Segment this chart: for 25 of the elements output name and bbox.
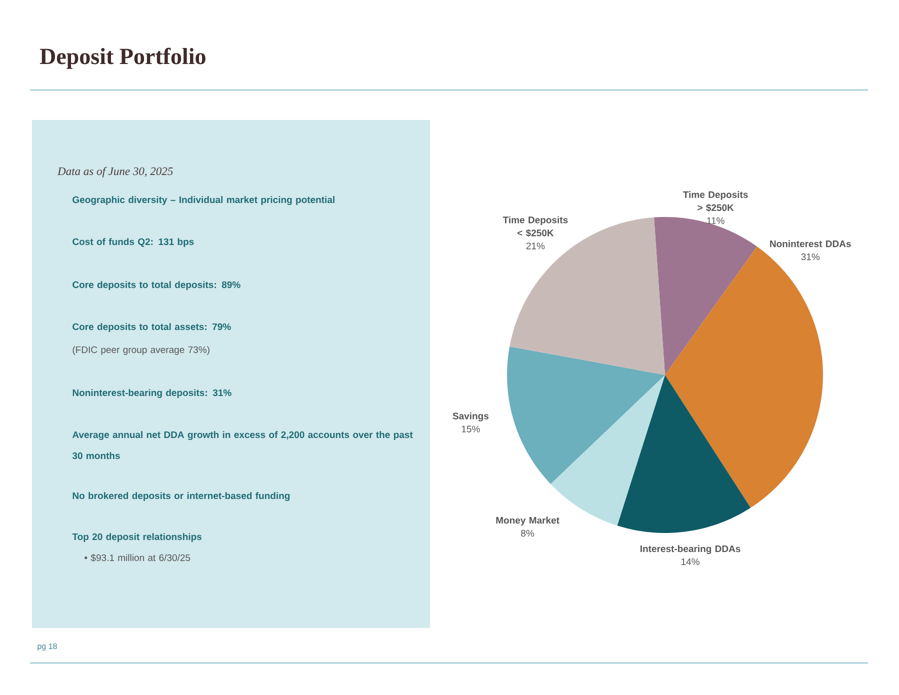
- slice-label: Interest-bearing DDAs: [640, 545, 740, 554]
- text: Core deposits to total assets: 79%: [72, 323, 231, 332]
- slice-label: Noninterest DDAs: [770, 240, 851, 248]
- data-label: 31%: [801, 253, 820, 260]
- text: Average annual net DDA growth in excess of 2,200 accounts over the past 30 months: [72, 431, 413, 460]
- text: • $93.1 million at 6/30/25: [84, 554, 190, 562]
- data-label: 8%: [521, 530, 534, 537]
- text: Geographic diversity – Individual market pricing potential: [72, 196, 334, 205]
- text: (FDIC peer group average 73%): [72, 346, 210, 355]
- data-label: 11%: [707, 217, 724, 224]
- slice-label: Time Deposits < $250K: [502, 216, 568, 237]
- text: Core deposits to total deposits: 89%: [72, 281, 240, 290]
- text: pg 18: [38, 643, 57, 651]
- data-label: 14%: [681, 558, 700, 566]
- text: Cost of funds Q2: 131 bps: [72, 238, 194, 247]
- text: Data as of June 30, 2025: [57, 166, 173, 178]
- data-label: 21%: [526, 242, 545, 250]
- slice-label: Savings: [452, 412, 488, 422]
- slice-label: Time Deposits > $250K: [683, 191, 748, 212]
- text: Noninterest-bearing deposits: 31%: [72, 389, 232, 398]
- text: Deposit Portfolio: [40, 48, 206, 69]
- slice-label: Money Market: [496, 516, 560, 526]
- text: No brokered deposits or internet-based funding: [72, 492, 290, 501]
- data-label: 15%: [462, 426, 480, 432]
- text: Top 20 deposit relationships: [72, 533, 202, 542]
